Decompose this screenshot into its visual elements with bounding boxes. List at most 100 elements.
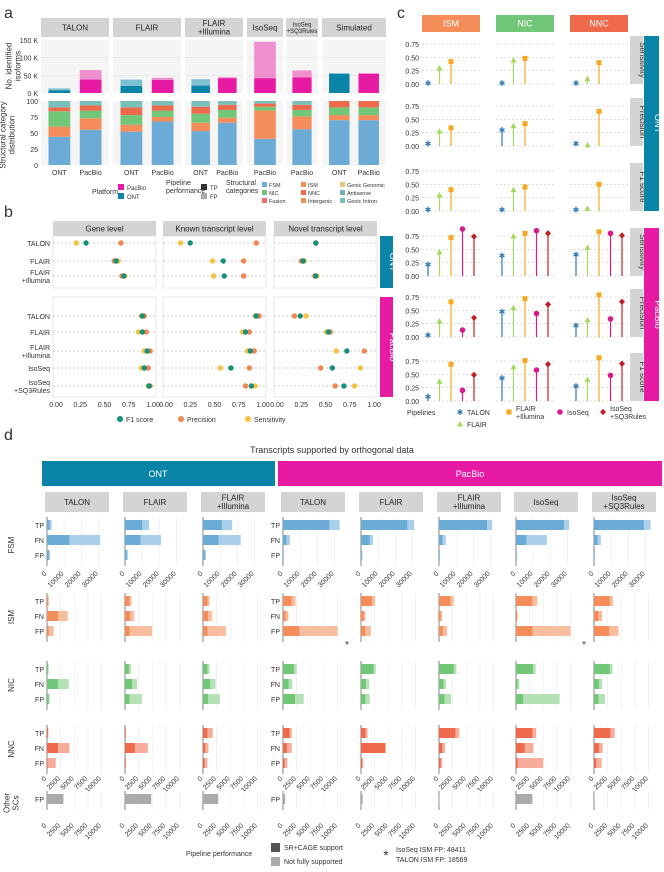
a-count-bar-tp <box>191 85 210 93</box>
d-bar-supported <box>361 728 366 738</box>
d-bar-label: TP <box>271 731 280 738</box>
d-xtick: 20000 <box>220 570 239 589</box>
a-legend-swatch <box>262 182 267 187</box>
c-marker-flair-illumina <box>596 292 602 298</box>
a-dist-seg <box>218 101 237 105</box>
d-panel <box>439 791 499 810</box>
d-bar-supported <box>283 743 287 753</box>
d-bar-total <box>516 794 533 804</box>
a-bottom-tick: 75 <box>30 115 38 122</box>
d-xtick: 0 <box>588 775 596 783</box>
a-strip: Simulated <box>336 23 372 32</box>
d-xtick: 0 <box>510 775 518 783</box>
d-bar-supported <box>47 728 48 738</box>
c-row-strip: Precision <box>638 297 647 330</box>
b-point <box>300 258 306 264</box>
a-legend-swatch <box>301 182 306 187</box>
d-pipeline-strip-bg <box>123 492 187 512</box>
a-dist-seg <box>48 111 71 127</box>
d-xtick: 0 <box>588 570 596 578</box>
d-xtick: 10000 <box>361 570 380 589</box>
d-bar-supported <box>361 596 372 606</box>
d-bar-total <box>516 626 571 636</box>
a-bottom-tick: 25 <box>30 147 38 154</box>
a-legend-label: NIC <box>269 191 279 197</box>
d-xtick: 0 <box>433 570 441 578</box>
c-marker-talon: ✱ <box>425 393 432 402</box>
c-row-strip-bg <box>630 289 643 337</box>
b-point <box>246 365 253 371</box>
d-bar-label: FP <box>35 553 44 560</box>
b-point <box>143 329 149 335</box>
c-marker-isoseq <box>533 227 540 234</box>
d-bar-total <box>283 794 286 804</box>
d-row-group-label: OtherSCs <box>3 793 21 813</box>
b-legend-marker <box>245 416 251 422</box>
a-count-bar-tp <box>358 73 379 93</box>
b-point <box>325 329 332 335</box>
d-bar-supported <box>516 535 527 545</box>
d-bar-supported <box>125 694 130 704</box>
a-dist-seg <box>120 115 143 125</box>
a-dist-seg <box>358 101 379 108</box>
d-xtick: 10000 <box>594 570 613 589</box>
a-dist-seg <box>151 101 174 106</box>
a-bottom-tick: 50 <box>30 131 38 138</box>
a-count-bar-tp <box>151 79 174 93</box>
a-ylabel-bottom: Structural categorydistribution <box>0 101 16 168</box>
c-marker-isoseq <box>607 230 614 237</box>
d-bar-supported <box>594 679 599 689</box>
d-row-group-label: FSM <box>7 536 16 553</box>
a-count-bar-fp <box>79 70 102 80</box>
d-bar-supported <box>283 535 287 545</box>
c-marker-talon: ✱ <box>573 79 580 88</box>
d-bar-total <box>439 535 446 545</box>
d-row-group-label: ISM <box>7 610 16 625</box>
b-point <box>313 240 319 246</box>
d-bar-supported <box>47 664 49 674</box>
a-strip-bg <box>41 18 109 37</box>
a-legend-swatch <box>262 190 267 195</box>
b-point <box>303 313 309 319</box>
c-ytick: 0.75 <box>405 295 419 302</box>
c-marker-isoseq-sq3 <box>471 371 477 379</box>
d-panel <box>203 725 263 774</box>
a-bottom-tick: 100 <box>26 99 38 106</box>
d-bar-label: TP <box>35 599 44 606</box>
c-ytick: 0.50 <box>405 117 419 124</box>
c-marker-talon: ✱ <box>425 331 432 340</box>
d-bar-supported <box>594 728 611 738</box>
b-point <box>332 383 338 389</box>
c-legend-label: TALON <box>467 410 490 417</box>
c-row-strip: Sensitivity <box>638 234 647 270</box>
c-marker-isoseq-sq3 <box>545 361 551 368</box>
d-bar-supported <box>439 743 443 753</box>
d-bar-supported <box>125 664 129 674</box>
d-bar-total <box>283 535 290 545</box>
d-bar-total <box>439 794 440 804</box>
c-ytick: 0.50 <box>405 308 419 315</box>
b-point <box>242 329 249 335</box>
d-bar-supported <box>361 664 374 674</box>
d-bar-label: FP <box>35 761 44 768</box>
d-bar-label: FP <box>271 697 280 704</box>
d-xtick: 2500 <box>515 822 531 838</box>
a-legend-swatch <box>340 190 345 195</box>
c-marker-isoseq-sq3 <box>619 298 625 305</box>
b-point <box>144 348 150 354</box>
d-xtick: 0 <box>433 775 441 783</box>
b-point <box>217 365 224 371</box>
d-bar-total <box>439 626 448 636</box>
d-bar-total <box>283 758 288 768</box>
c-marker-isoseq-sq3 <box>471 314 477 321</box>
d-xtick: 2500 <box>282 822 298 838</box>
c-legend-marker: ✱ <box>457 408 464 417</box>
d-legend-swatch-unsupported <box>271 857 280 866</box>
d-xtick: 5000 <box>296 775 312 791</box>
d-bar-supported <box>203 664 208 674</box>
d-bar-total <box>594 794 595 804</box>
b-xtick: 0.50 <box>319 402 333 409</box>
b-ytick-pacbio: FLAIR +Illumina <box>22 345 50 360</box>
d-bar-supported <box>439 520 487 530</box>
d-bar-supported <box>125 611 130 621</box>
